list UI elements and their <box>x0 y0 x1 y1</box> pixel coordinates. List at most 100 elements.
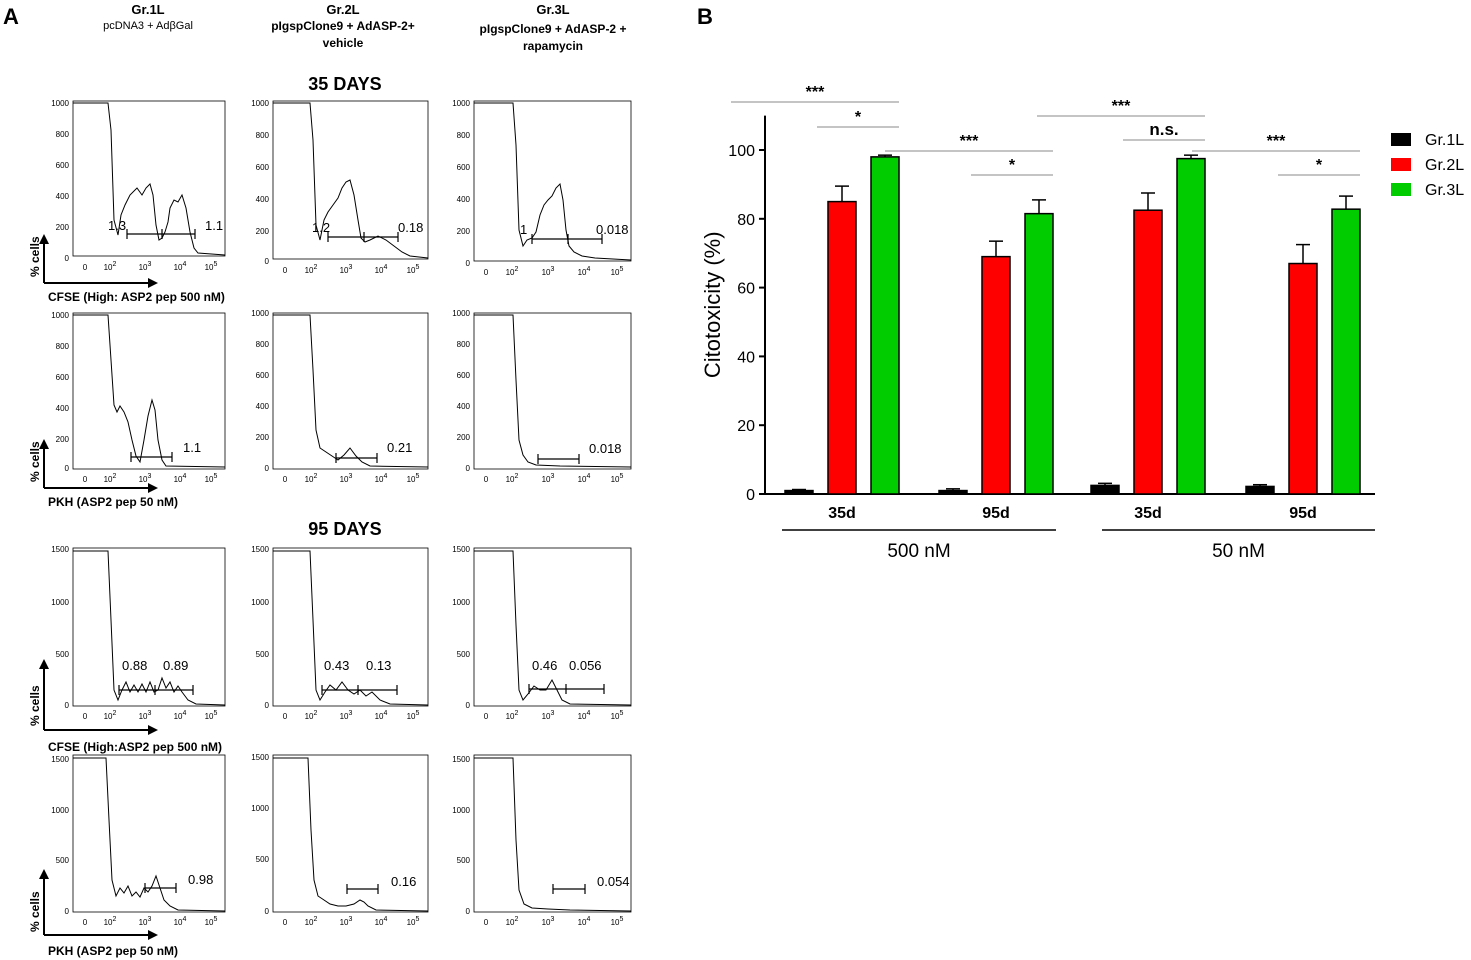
gate-value: 0.98 <box>188 872 213 887</box>
gate-bar <box>144 883 177 893</box>
y-tick: 1000 <box>51 806 69 815</box>
y-tick: 400 <box>56 404 70 413</box>
y-tick: 1000 <box>51 99 69 108</box>
gate-bar <box>327 232 399 242</box>
y-tick: 0 <box>265 464 270 473</box>
gate-value: 0.054 <box>597 874 630 889</box>
y-tick: 0 <box>265 907 270 916</box>
legend-label: Gr.3L <box>1425 182 1464 199</box>
gate-value: 0.18 <box>398 220 423 235</box>
histogram-35d-cfse-gr1l: 1.3 1.1 1000 800 600 400 200 0 0 102 103… <box>28 99 226 304</box>
histogram-frame <box>72 312 226 470</box>
gate-value: 0.46 <box>532 658 557 673</box>
x-tick: 104 <box>578 266 591 277</box>
histogram-95d-cfse-gr1l: 0.88 0.89 1500 1000 500 0 0 102 103 104 … <box>28 545 226 754</box>
histogram-trace <box>73 314 226 468</box>
y-tick: 800 <box>457 131 471 140</box>
x-tick: 0 <box>83 712 88 721</box>
y-tick: 1000 <box>51 598 69 607</box>
y-tick: 1000 <box>51 311 69 320</box>
histogram-95d-cfse-gr2l: 0.43 0.13 1500 1000 500 0 0 102 103 104 … <box>251 545 429 721</box>
y-tick: 500 <box>256 855 270 864</box>
x-tick: 103 <box>139 710 152 721</box>
y-axis-label: % cells <box>28 236 42 277</box>
y-tick: 200 <box>457 433 471 442</box>
x-tick: 104 <box>578 473 591 484</box>
panel-label-a: A <box>3 4 19 29</box>
x-tick: 0 <box>83 918 88 927</box>
y-tick: 1500 <box>251 545 269 554</box>
x-tick: 104 <box>375 916 388 927</box>
histogram-frame <box>473 100 632 262</box>
y-tick: 1000 <box>251 598 269 607</box>
histogram-frame <box>72 547 226 707</box>
bar-gr3l-1 <box>1024 212 1054 495</box>
bar-gr2l-3 <box>1288 262 1318 495</box>
x-tick: 104 <box>174 916 187 927</box>
bar-gr3l-3 <box>1331 208 1361 495</box>
y-tick: 200 <box>56 223 70 232</box>
gate-bar <box>528 684 605 694</box>
x-tick: 104 <box>174 261 187 272</box>
x-axis-label: CFSE (High: ASP2 pep 500 nM) <box>48 290 225 304</box>
cytotoxicity-bar-chart: 0 20 40 60 80 100 Citotoxicity (%) 35d 95d 35d 95d… <box>700 84 1464 562</box>
x-tick: 105 <box>407 916 420 927</box>
y-tick: 800 <box>457 340 471 349</box>
x-tick: 102 <box>305 710 318 721</box>
x-tick: 102 <box>104 710 117 721</box>
bar-gr2l-1 <box>981 255 1011 495</box>
group-desc-gr3l-line1: pIgspClone9 + AdASP-2 + <box>480 22 627 36</box>
x-tick: 104 <box>174 710 187 721</box>
x-tick: 102 <box>506 710 519 721</box>
y-tick: 1500 <box>452 755 470 764</box>
x-tick: 0 <box>83 263 88 272</box>
y-tick: 600 <box>256 163 270 172</box>
histogram-35d-pkh-gr3l: 0.018 1000 800 600 400 200 0 0 102 103 1… <box>452 309 632 484</box>
group-desc-gr1l-line1: pcDNA3 + AdβGal <box>103 20 193 32</box>
x-tick: 104 <box>578 710 591 721</box>
histogram-frame <box>272 754 429 913</box>
histogram-trace <box>474 757 632 912</box>
gate-value: 0.89 <box>163 658 188 673</box>
y-tick: 400 <box>256 195 270 204</box>
y-tick: 1000 <box>452 309 470 318</box>
bar-gr2l-2 <box>1133 209 1163 495</box>
histogram-frame <box>272 100 429 260</box>
x-category-label: 95d <box>982 505 1010 522</box>
gate-bar <box>321 685 398 695</box>
y-axis-label: Citotoxicity (%) <box>700 231 725 378</box>
y-axis-label: % cells <box>28 441 42 482</box>
histogram-frame <box>272 547 429 707</box>
x-tick: 105 <box>611 710 624 721</box>
gate-bar <box>346 884 379 894</box>
y-tick-label: 100 <box>728 143 755 160</box>
legend-label: Gr.2L <box>1425 157 1464 174</box>
y-tick: 0 <box>65 464 70 473</box>
significance-label: *** <box>1267 133 1286 150</box>
x-tick: 104 <box>174 473 187 484</box>
gate-value: 0.43 <box>324 658 349 673</box>
histogram-95d-pkh-gr2l: 0.16 1500 1000 500 0 0 102 103 104 105 <box>251 753 429 927</box>
group-label: 50 nM <box>1212 541 1265 562</box>
histogram-frame <box>72 754 226 913</box>
x-tick: 103 <box>139 916 152 927</box>
x-tick: 103 <box>340 710 353 721</box>
y-tick: 600 <box>256 371 270 380</box>
x-tick: 104 <box>375 710 388 721</box>
histogram-trace <box>474 314 632 468</box>
x-tick: 105 <box>205 710 218 721</box>
x-tick: 105 <box>205 916 218 927</box>
y-tick: 400 <box>457 195 471 204</box>
gate-value: 1.1 <box>183 440 201 455</box>
y-tick: 200 <box>256 227 270 236</box>
y-tick: 1000 <box>452 806 470 815</box>
histogram-trace <box>73 102 226 256</box>
axis-arrows <box>43 875 152 936</box>
histogram-trace <box>73 550 226 706</box>
y-tick: 600 <box>457 163 471 172</box>
gate-bar <box>130 452 173 462</box>
x-category-label: 35d <box>1134 505 1162 522</box>
y-tick: 0 <box>65 254 70 263</box>
x-tick: 104 <box>375 473 388 484</box>
